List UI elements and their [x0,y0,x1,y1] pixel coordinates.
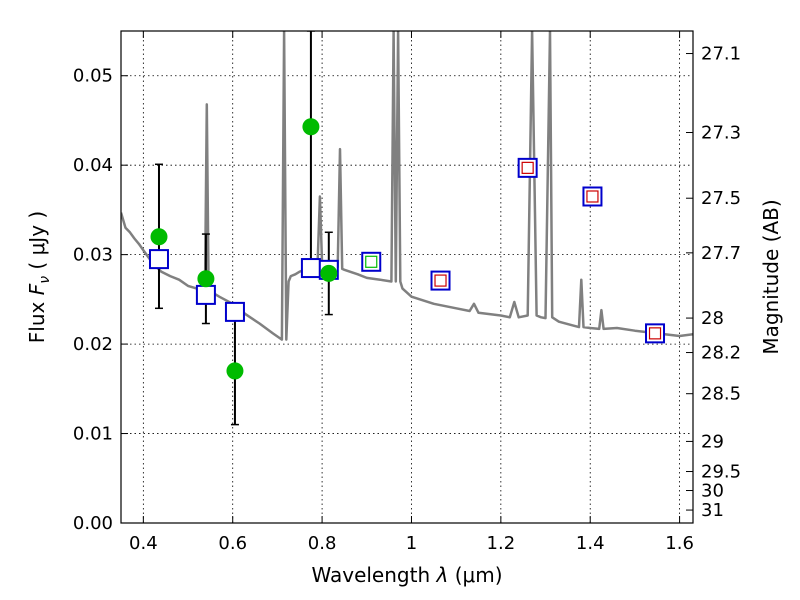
y-tick-label: 0.04 [73,155,113,176]
model-photometry-box [430,270,451,291]
magnitude-tick-label: 27.7 [701,243,741,264]
model-photometry-box [517,157,538,178]
photometry-inner-box [365,255,378,268]
plot-area [121,31,693,426]
x-tick-label: 0.6 [218,533,247,554]
model-photometry-box [300,258,321,279]
observed-flux-point [302,118,320,136]
model-photometry-box [361,251,382,272]
y-tick-label: 0.02 [73,334,113,355]
grid [121,31,693,524]
photometry-inner-box [521,161,534,174]
magnitude-tick-label: 29 [701,431,724,452]
axes: 0.4 0.6 0.8 1 1.2 1.4 1.6 0.00 0.01 0.02 0.03 0.04 0… [73,31,741,554]
observed-flux-point [226,362,244,380]
magnitude-tick-label: 28.5 [701,384,741,405]
observed-flux-point [150,228,168,246]
x-axis-label: Wavelength λ (μm) [311,563,502,587]
model-photometry-box [582,186,603,207]
observed-flux-point [320,264,338,282]
magnitude-axis-label: Magnitude (AB) [759,199,783,354]
photometry-inner-box [648,327,662,340]
x-tick-label: 0.4 [129,533,158,554]
magnitude-tick-label: 28 [701,308,724,329]
magnitude-tick-label: 30 [701,481,724,502]
magnitude-tick-label: 29.5 [701,462,741,483]
y-tick-label: 0.00 [73,513,113,534]
model-photometry-box [224,301,245,322]
magnitude-tick-label: 27.5 [701,188,741,209]
y-tick-label: 0.03 [73,245,113,266]
y-tick-label: 0.05 [73,66,113,87]
y-axis-label: Flux Fν ( μJy ) [25,211,53,343]
photometry-inner-box [586,190,599,203]
model-photometry-box [148,249,169,270]
x-tick-label: 1.4 [576,533,605,554]
observed-flux-point [197,270,215,288]
x-tick-label: 1.6 [665,533,694,554]
magnitude-tick-label: 31 [701,500,724,521]
x-tick-label: 1 [406,533,417,554]
y-tick-label: 0.01 [73,424,113,445]
model-photometry-box [645,323,666,344]
magnitude-tick-label: 27.1 [701,44,741,65]
x-tick-label: 1.2 [487,533,516,554]
x-tick-label: 0.8 [308,533,337,554]
magnitude-tick-label: 28.2 [701,343,741,364]
magnitude-tick-label: 27.3 [701,123,741,144]
model-photometry-box [195,284,216,305]
plot-frame [120,30,694,524]
photometry-inner-box [434,274,447,287]
